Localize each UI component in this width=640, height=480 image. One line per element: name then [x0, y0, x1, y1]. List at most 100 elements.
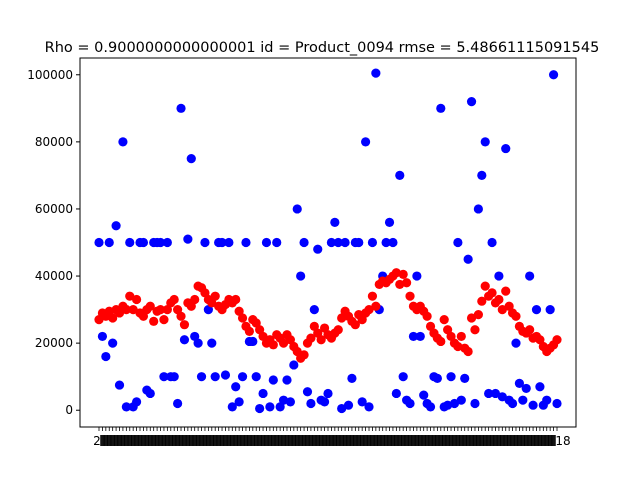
x-tick-label-glyph: [250, 435, 256, 446]
x-tick-label-glyph: [479, 435, 485, 446]
scatter-point: [419, 390, 429, 400]
x-tick-label-glyph: [233, 435, 238, 446]
x-tick-label-glyph: [117, 435, 122, 446]
x-tick-label-glyph: [366, 435, 372, 446]
x-tick-label-glyph: [445, 435, 450, 446]
scatter-point: [484, 388, 494, 399]
x-tick-label-glyph: [318, 435, 324, 446]
x-tick-label-glyph: [277, 435, 283, 446]
series-0: [94, 68, 562, 414]
x-tick-label-glyph: [544, 435, 549, 446]
x-tick-label-glyph: [154, 435, 160, 446]
scatter-point: [473, 204, 483, 214]
scatter-point: [108, 338, 118, 348]
x-tick-label-glyph: [274, 435, 279, 446]
scatter-point: [258, 388, 268, 399]
x-tick-label-glyph: [322, 435, 327, 446]
x-tick-label-glyph: [452, 435, 457, 446]
scatter-point: [155, 304, 166, 315]
x-tick-label-last: 18: [555, 434, 570, 448]
scatter-point: [354, 237, 364, 248]
scatter-point: [316, 335, 326, 345]
x-tick-label-glyph: [110, 435, 115, 446]
scatter-point: [200, 237, 210, 248]
x-tick-label-glyph: [295, 435, 300, 446]
scatter-point: [501, 143, 511, 154]
y-tick-label: 40000: [35, 269, 73, 283]
scatter-point: [217, 237, 227, 248]
x-tick-label-glyph: [257, 435, 262, 446]
x-tick-label-glyph: [363, 435, 368, 446]
x-tick-label-glyph: [448, 435, 454, 446]
scatter-point: [173, 398, 183, 409]
scatter-point: [121, 402, 131, 412]
scatter-point: [255, 403, 265, 414]
y-tick-label: 100000: [27, 68, 73, 82]
x-tick-label-glyph: [305, 435, 310, 446]
x-tick-label-glyph: [134, 435, 139, 446]
x-tick-label-glyph: [158, 435, 163, 446]
x-tick-label-glyph: [486, 435, 491, 446]
scatter-point: [237, 372, 248, 382]
scatter-point: [285, 397, 296, 407]
x-tick-label-glyph: [339, 435, 344, 446]
x-tick-label-glyph: [541, 435, 546, 446]
scatter-point: [118, 137, 128, 147]
scatter-point: [220, 370, 231, 380]
x-tick-label-glyph: [472, 435, 478, 446]
x-tick-label-glyph: [428, 435, 433, 446]
x-tick-label-glyph: [199, 435, 204, 446]
scatter-point: [261, 237, 272, 248]
scatter-point: [449, 398, 460, 409]
scatter-point: [425, 402, 436, 412]
scatter-point: [265, 402, 275, 412]
scatter-point: [360, 137, 371, 147]
scatter-point: [326, 237, 337, 248]
scatter-point: [343, 400, 354, 410]
x-tick-label-glyph: [438, 435, 443, 446]
x-tick-label-glyph: [377, 435, 382, 446]
x-tick-label-glyph: [496, 435, 502, 446]
scatter-point: [282, 375, 292, 385]
x-tick-label-glyph: [390, 435, 396, 446]
scatter-point: [357, 397, 367, 407]
x-tick-label-glyph: [421, 435, 426, 446]
y-tick-label: 80000: [35, 135, 73, 149]
x-tick-label-glyph: [483, 435, 488, 446]
x-tick-label-glyph: [411, 435, 416, 446]
scatter-point: [415, 331, 425, 342]
scatter-point: [159, 315, 169, 325]
scatter-point: [405, 398, 415, 409]
scatter-point: [190, 294, 200, 305]
chart-title: Rho = 0.9000000000000001 id = Product_00…: [45, 40, 600, 56]
scatter-point: [548, 70, 559, 80]
scatter-point: [224, 237, 234, 248]
x-tick-label-glyph: [226, 435, 232, 446]
scatter-point: [514, 378, 525, 388]
x-tick-label-glyph: [151, 435, 156, 446]
y-tick-label: 60000: [35, 202, 73, 216]
x-tick-label-glyph: [404, 435, 409, 446]
scatter-point: [542, 395, 552, 405]
x-tick-label-glyph: [271, 435, 276, 446]
scatter-point: [210, 372, 220, 382]
scatter-point: [108, 313, 118, 323]
scatter-point: [511, 311, 521, 321]
x-tick-label-glyph: [435, 435, 440, 446]
x-tick-label-glyph: [325, 435, 331, 446]
x-tick-label-glyph: [267, 435, 273, 446]
scatter-point: [231, 382, 241, 392]
scatter-point: [494, 294, 504, 305]
scatter-point: [210, 291, 220, 301]
scatter-point: [296, 271, 306, 281]
x-tick-label-glyph: [148, 435, 153, 446]
scatter-point: [525, 325, 535, 335]
x-tick-label-glyph: [346, 435, 351, 446]
scatter-point: [207, 338, 217, 348]
x-tick-label-glyph: [243, 435, 249, 446]
y-tick-label: 20000: [35, 336, 73, 350]
scatter-point: [347, 373, 357, 383]
x-tick-label-glyph: [141, 435, 146, 446]
scatter-point: [480, 281, 490, 291]
x-tick-label-glyph: [288, 435, 293, 446]
